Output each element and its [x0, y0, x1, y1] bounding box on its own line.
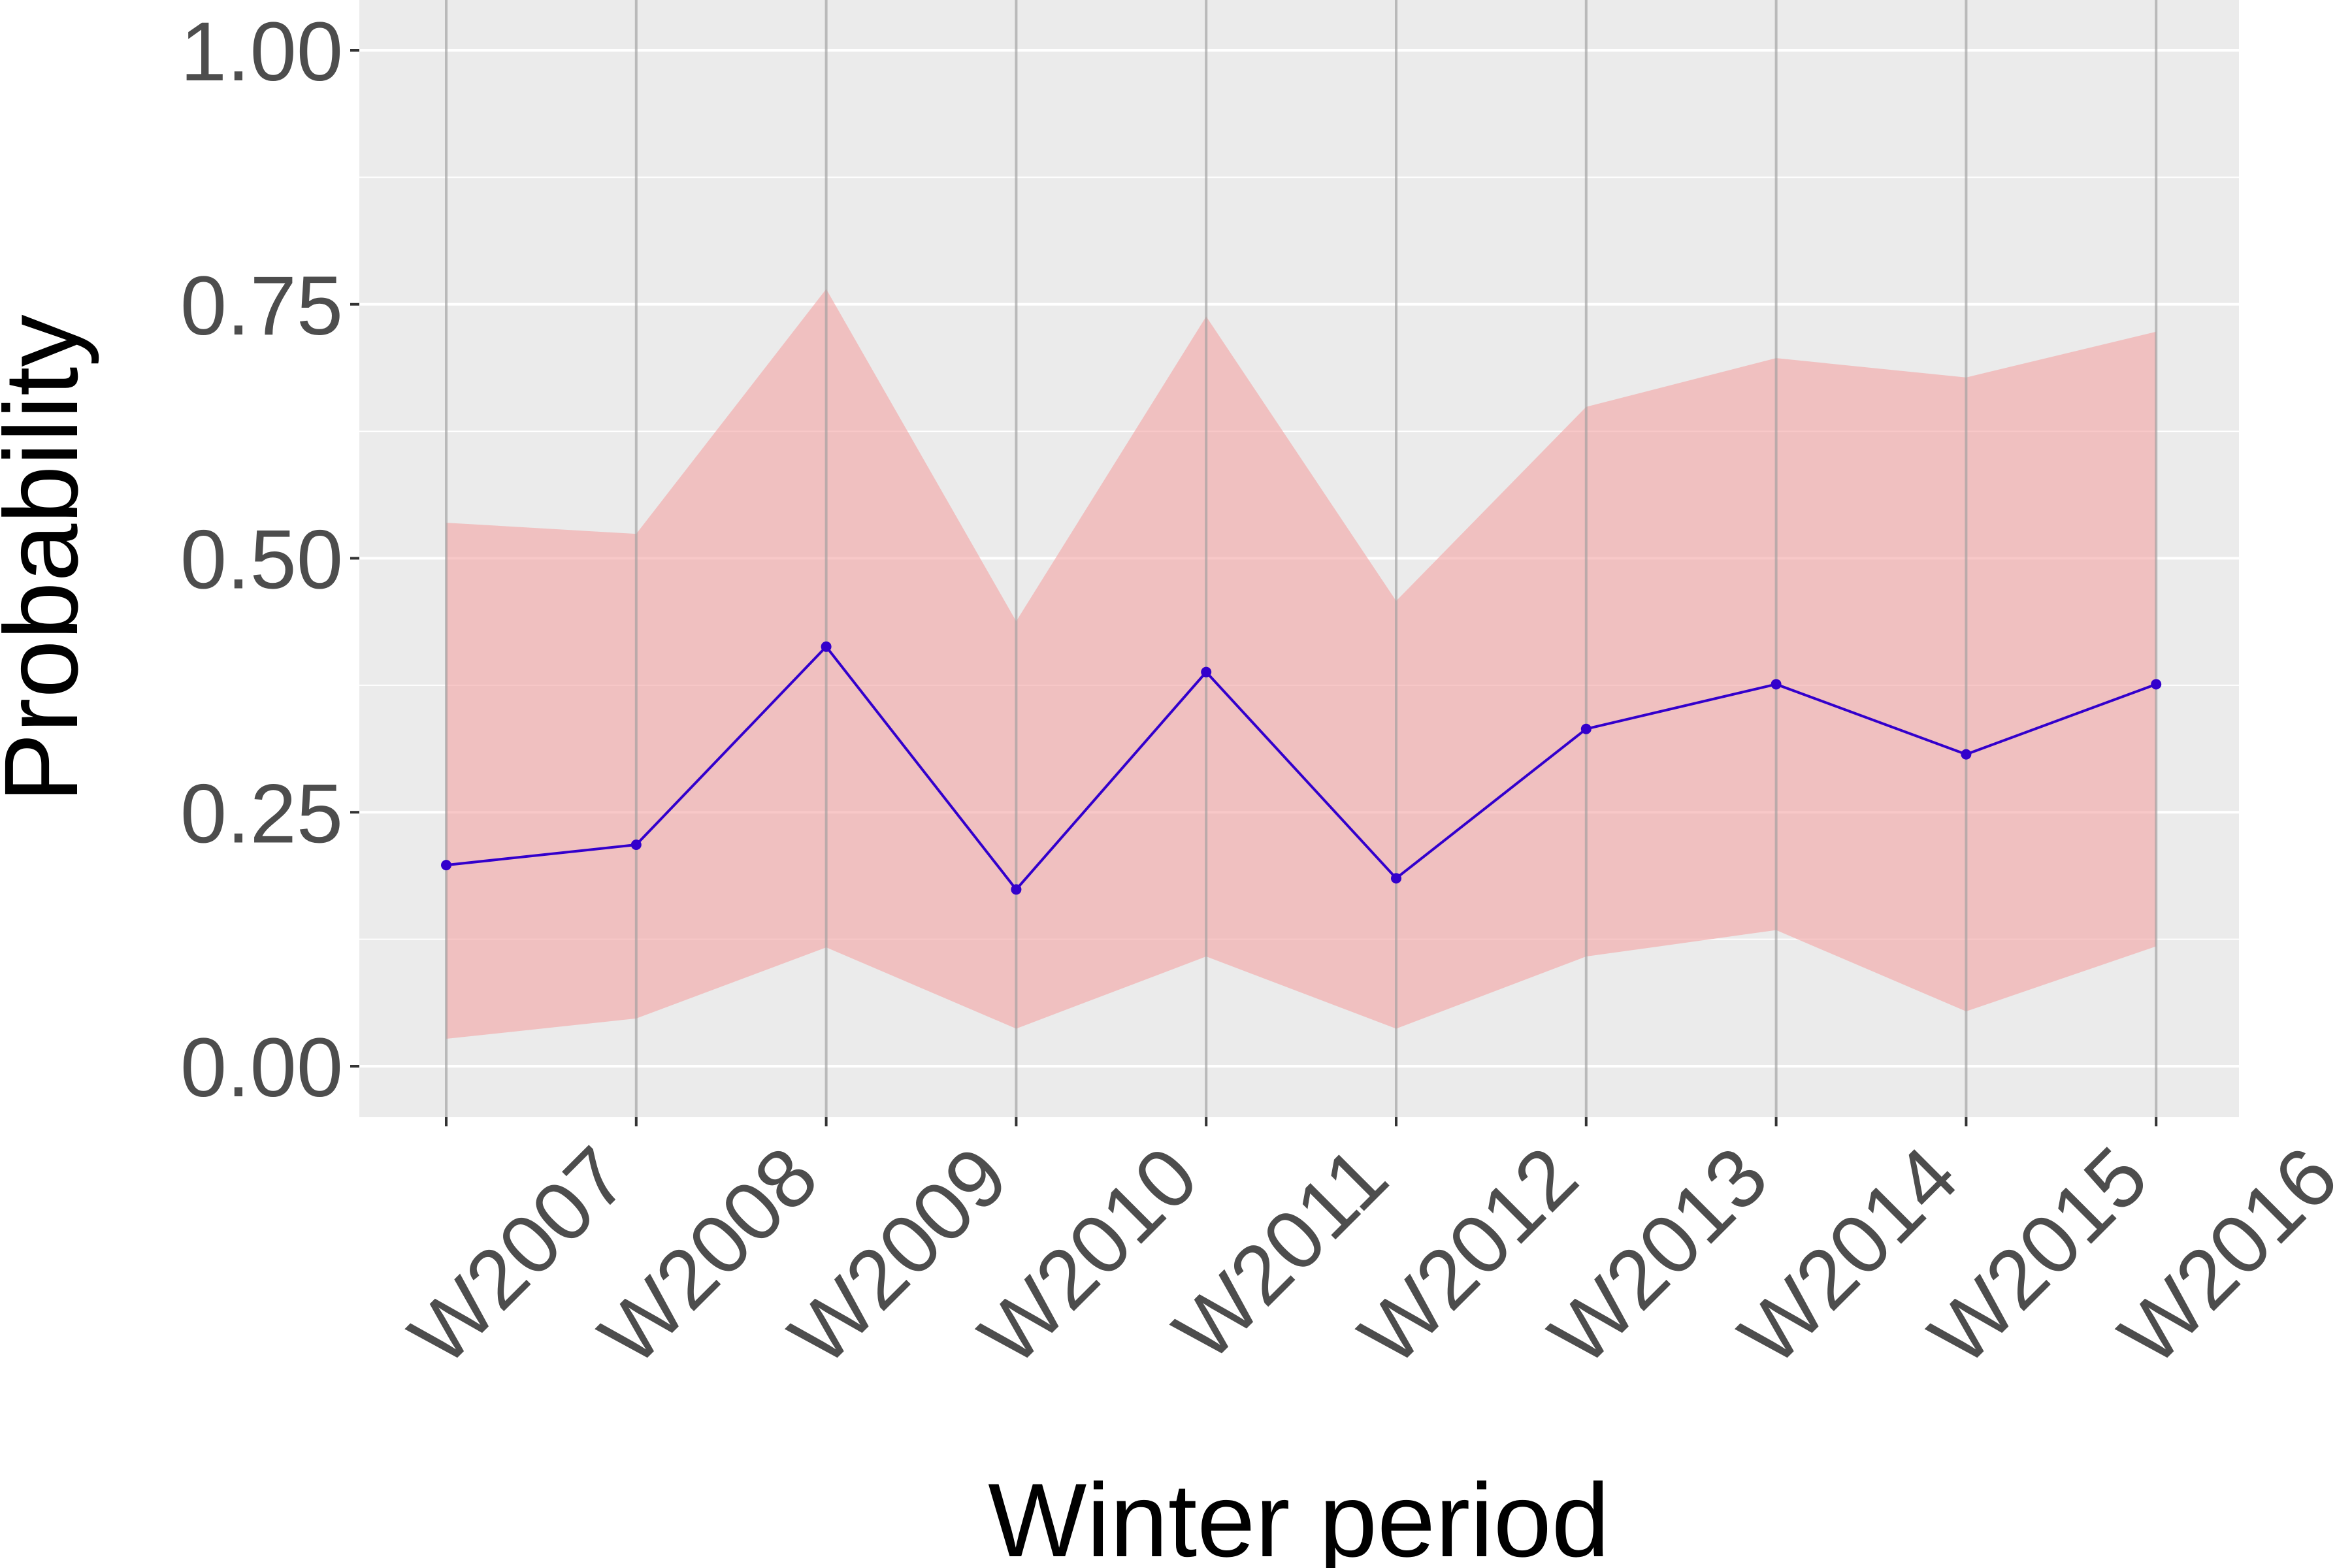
y-tick-label: 1.00 [180, 5, 343, 99]
y-tick-label: 0.00 [180, 1021, 343, 1115]
x-tick-label: W2016 [2102, 1130, 2352, 1383]
x-tick-label: W2014 [1722, 1130, 1976, 1383]
y-tick-label: 0.75 [180, 259, 343, 353]
data-point [2151, 679, 2162, 690]
series-line [446, 644, 2157, 892]
x-tick-label: W2013 [1532, 1130, 1786, 1383]
data-point [1771, 679, 1782, 690]
data-point [1201, 666, 1212, 678]
data-point [1580, 723, 1592, 734]
data-point [441, 860, 451, 871]
x-tick-label: W2008 [582, 1130, 836, 1383]
data-point [821, 641, 832, 652]
y-axis: 0.00 0.25 0.50 0.75 1.00 [180, 5, 359, 1115]
y-axis-title: Probability [0, 314, 99, 802]
x-axis-title: Winter period [988, 1462, 1609, 1568]
y-tick-label: 0.50 [180, 514, 343, 607]
x-tick-label: W2012 [1342, 1130, 1595, 1383]
x-tick-label: W2015 [1912, 1130, 2165, 1383]
confidence-band [446, 289, 2157, 1039]
x-tick-label: W2010 [962, 1130, 1215, 1383]
category-vertical-lines [445, 0, 2158, 1117]
confidence-band-layer [446, 289, 2157, 1039]
x-tick-label: W2009 [772, 1130, 1026, 1383]
y-tick-label: 0.25 [180, 767, 343, 860]
x-axis: W2007W2008W2009W2010W2011W2012W2013W2014… [392, 1117, 2352, 1383]
series-line-layer [446, 644, 2157, 892]
data-point [630, 840, 642, 851]
series-points [441, 641, 2162, 895]
data-point [1391, 873, 1401, 884]
data-point [1961, 749, 1972, 760]
x-tick-label: W2007 [392, 1130, 645, 1383]
data-point [1011, 884, 1022, 895]
